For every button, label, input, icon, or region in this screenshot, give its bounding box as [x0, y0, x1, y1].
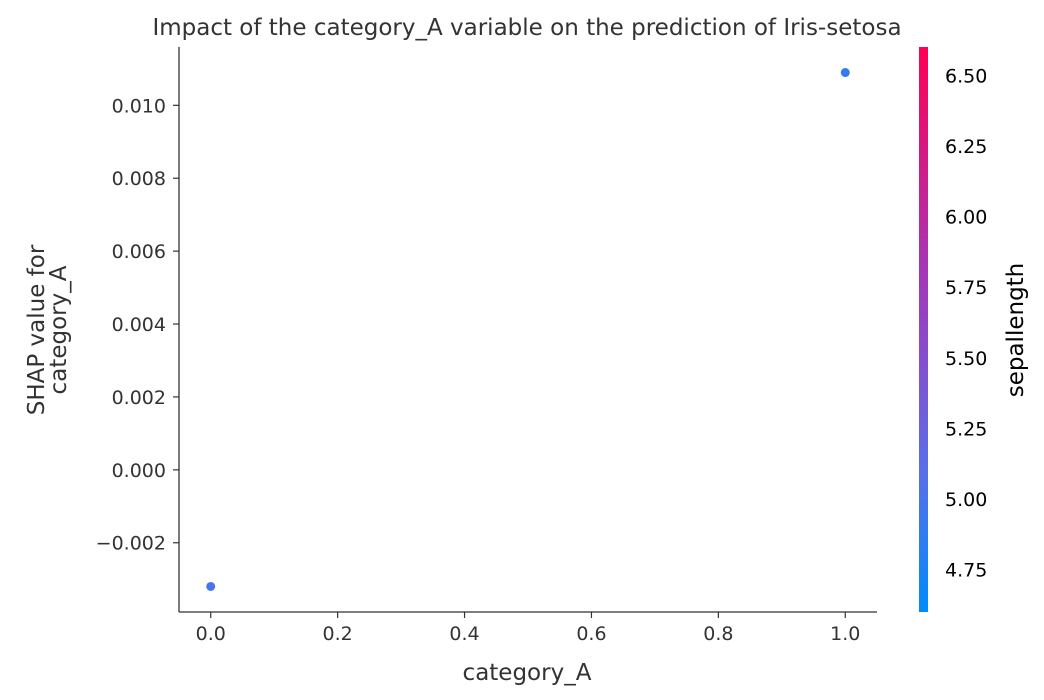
x-tick-label: 0.8	[703, 623, 733, 645]
scatter-point	[840, 68, 850, 78]
x-tick-label: 0.2	[323, 623, 353, 645]
y-tick-label: 0.004	[112, 314, 166, 336]
chart-title: Impact of the category_A variable on the…	[152, 15, 901, 41]
x-tick-label: 1.0	[830, 623, 860, 645]
colorbar	[919, 47, 928, 612]
y-ticks: −0.002 0.000 0.002 0.004 0.006 0.008 0.010	[96, 95, 179, 555]
colorbar-tick-label: 6.50	[945, 65, 987, 87]
y-axis-label-line-2: category_A	[46, 265, 72, 394]
colorbar-label: sepallength	[1003, 263, 1029, 398]
plot-axes	[178, 47, 877, 613]
y-tick-label: 0.008	[112, 168, 166, 190]
colorbar-tick-label: 5.00	[945, 489, 987, 511]
colorbar-tick-label: 6.00	[945, 207, 987, 229]
y-tick-label: 0.000	[112, 460, 166, 482]
x-tick-label: 0.4	[449, 623, 479, 645]
y-axis-label-line-1: SHAP value for	[24, 244, 50, 415]
y-axis-label: SHAP value for category_A	[24, 244, 72, 415]
colorbar-tick-label: 6.25	[945, 136, 987, 158]
x-tick-label: 0.6	[576, 623, 606, 645]
x-tick-label: 0.0	[196, 623, 226, 645]
x-axis-label: category_A	[463, 660, 592, 686]
colorbar-tick-label: 4.75	[945, 560, 987, 582]
colorbar-tick-label: 5.75	[945, 277, 987, 299]
y-tick-label: −0.002	[96, 533, 166, 555]
y-tick-label: 0.010	[112, 95, 166, 117]
scatter-points	[206, 68, 850, 591]
colorbar-tick-label: 5.50	[945, 348, 987, 370]
x-ticks: 0.0 0.2 0.4 0.6 0.8 1.0	[196, 612, 860, 645]
y-tick-label: 0.002	[112, 387, 166, 409]
y-tick-label: 0.006	[112, 241, 166, 263]
scatter-point	[206, 581, 216, 591]
colorbar-ticks: 4.75 5.00 5.25 5.50 5.75 6.00 6.25 6.50	[945, 65, 987, 581]
colorbar-tick-label: 5.25	[945, 418, 987, 440]
